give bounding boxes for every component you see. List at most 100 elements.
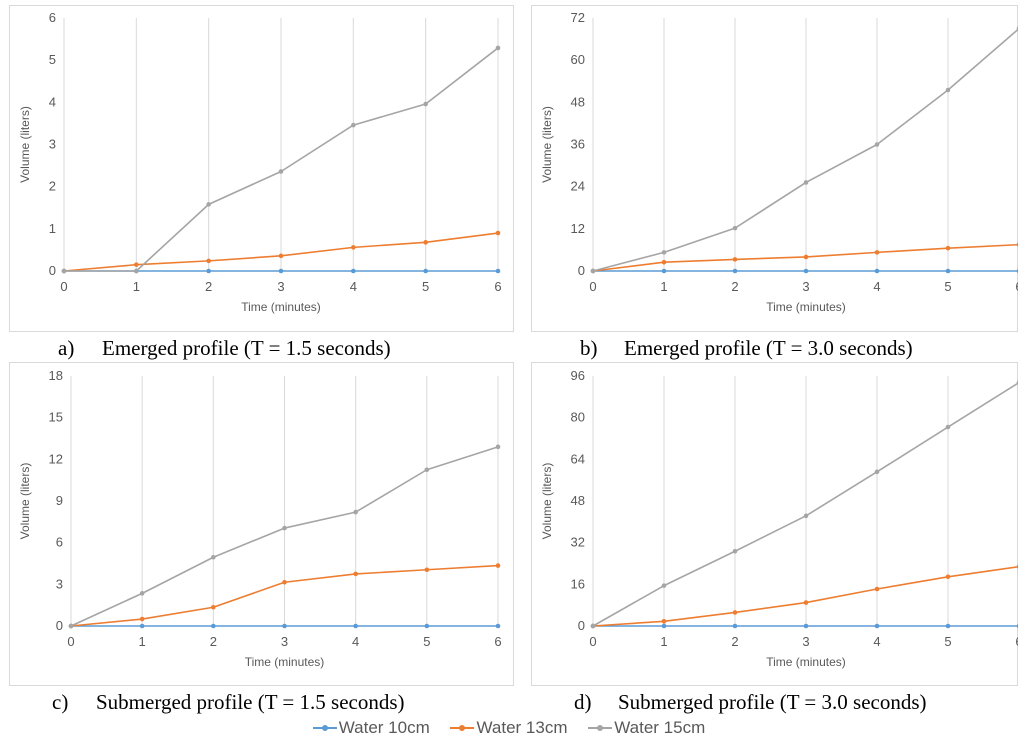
y-axis-title: Volume (liters) bbox=[540, 463, 554, 540]
data-point-water-15cm bbox=[424, 467, 430, 473]
chart-panel-b: 01224364860720123456Time (minutes)Volume… bbox=[531, 5, 1018, 332]
y-tick-label: 3 bbox=[56, 576, 63, 591]
data-point-water-10cm bbox=[495, 268, 501, 274]
data-point-water-10cm bbox=[495, 623, 501, 629]
x-tick-label: 6 bbox=[1015, 634, 1018, 649]
legend-label-water-13cm: Water 13cm bbox=[476, 718, 568, 737]
data-point-water-15cm bbox=[278, 169, 284, 174]
legend-item-water-10cm: Water 10cm bbox=[312, 718, 430, 738]
caption-d-label: d) bbox=[574, 690, 592, 714]
data-point-water-15cm bbox=[590, 268, 596, 274]
data-point-water-10cm bbox=[803, 268, 809, 274]
caption-c-label: c) bbox=[52, 690, 69, 714]
x-tick-label: 3 bbox=[802, 634, 809, 649]
x-tick-label: 1 bbox=[133, 279, 140, 294]
data-point-water-15cm bbox=[945, 87, 951, 93]
x-tick-label: 5 bbox=[944, 279, 951, 294]
y-tick-label: 0 bbox=[578, 263, 585, 278]
caption-b-label: b) bbox=[580, 336, 598, 360]
data-point-water-15cm bbox=[206, 202, 211, 207]
data-point-water-15cm bbox=[495, 45, 501, 51]
legend: Water 10cm Water 13cm Water 15cm bbox=[0, 718, 1018, 738]
x-axis-title: Time (minutes) bbox=[241, 300, 321, 314]
y-tick-label: 0 bbox=[49, 263, 56, 278]
data-point-water-10cm bbox=[353, 623, 358, 629]
chart-panel-a: 0 1 2 3 4 5 6 0 1 2 3 4 5 6 Time (minutes) Volume (lite… bbox=[9, 5, 514, 332]
caption-d-text: Submerged profile (T = 3.0 seconds) bbox=[618, 690, 927, 714]
data-point-water-13cm bbox=[351, 245, 356, 250]
data-point-water-15cm bbox=[68, 623, 74, 629]
legend-swatch-water-13cm bbox=[450, 725, 475, 731]
x-tick-label: 0 bbox=[589, 279, 596, 294]
data-point-water-15cm bbox=[353, 509, 358, 515]
caption-a-label: a) bbox=[58, 336, 75, 360]
y-tick-label: 6 bbox=[56, 535, 63, 550]
legend-label-water-15cm: Water 15cm bbox=[614, 718, 706, 737]
x-tick-label: 2 bbox=[731, 634, 738, 649]
data-point-water-10cm bbox=[211, 623, 216, 629]
caption-a: a) Emerged profile (T = 1.5 seconds) bbox=[58, 336, 391, 361]
data-point-water-13cm bbox=[803, 254, 809, 260]
x-tick-label: 2 bbox=[731, 279, 738, 294]
y-tick-label: 36 bbox=[571, 137, 585, 152]
data-point-water-10cm bbox=[278, 268, 284, 274]
data-point-water-15cm bbox=[282, 525, 287, 531]
data-point-water-13cm bbox=[661, 259, 667, 265]
x-tick-label: 1 bbox=[660, 634, 667, 649]
x-tick-label: 3 bbox=[277, 279, 284, 294]
legend-swatch-water-15cm bbox=[588, 725, 613, 731]
y-tick-label: 3 bbox=[49, 137, 56, 152]
data-point-water-10cm bbox=[206, 268, 211, 274]
data-point-water-15cm bbox=[732, 548, 738, 554]
data-point-water-13cm bbox=[874, 250, 880, 255]
y-tick-label: 48 bbox=[571, 493, 585, 508]
x-tick-label: 2 bbox=[210, 634, 217, 649]
x-tick-label: 4 bbox=[873, 279, 880, 294]
data-point-water-13cm bbox=[732, 257, 738, 262]
data-point-water-13cm bbox=[732, 610, 738, 615]
data-point-water-15cm bbox=[211, 554, 216, 560]
data-point-water-10cm bbox=[732, 623, 738, 629]
x-axis-title: Time (minutes) bbox=[766, 300, 846, 314]
data-point-water-15cm bbox=[134, 268, 139, 274]
y-tick-label: 60 bbox=[571, 52, 585, 67]
data-point-water-10cm bbox=[874, 623, 880, 629]
caption-b: b) Emerged profile (T = 3.0 seconds) bbox=[580, 336, 913, 361]
data-point-water-13cm bbox=[134, 262, 139, 267]
x-tick-label: 4 bbox=[873, 634, 880, 649]
data-point-water-15cm bbox=[945, 424, 951, 430]
x-axis-title: Time (minutes) bbox=[245, 655, 325, 669]
data-point-water-10cm bbox=[282, 623, 287, 629]
data-point-water-15cm bbox=[803, 180, 809, 185]
x-tick-label: 5 bbox=[422, 279, 429, 294]
x-tick-label: 0 bbox=[60, 279, 67, 294]
data-point-water-15cm bbox=[590, 623, 596, 629]
y-tick-label: 12 bbox=[49, 451, 63, 466]
data-point-water-10cm bbox=[661, 623, 667, 629]
x-tick-label: 6 bbox=[494, 634, 501, 649]
legend-label-water-10cm: Water 10cm bbox=[338, 718, 430, 737]
data-point-water-13cm bbox=[211, 604, 216, 610]
data-point-water-13cm bbox=[495, 230, 501, 236]
y-tick-label: 0 bbox=[578, 618, 585, 633]
data-point-water-13cm bbox=[945, 245, 951, 251]
x-tick-label: 4 bbox=[352, 634, 359, 649]
chart-b-plot: 01224364860720123456Time (minutes)Volume… bbox=[540, 10, 1018, 314]
legend-swatch-water-10cm bbox=[312, 725, 337, 731]
data-point-water-13cm bbox=[495, 563, 501, 568]
data-point-water-13cm bbox=[424, 567, 430, 573]
x-tick-label: 5 bbox=[944, 634, 951, 649]
y-tick-label: 48 bbox=[571, 94, 585, 109]
data-point-water-13cm bbox=[353, 571, 358, 577]
data-point-water-10cm bbox=[423, 268, 428, 274]
y-tick-label: 32 bbox=[571, 535, 585, 550]
data-point-water-15cm bbox=[139, 591, 145, 596]
y-axis-title: Volume (liters) bbox=[540, 106, 554, 183]
data-point-water-13cm bbox=[423, 240, 428, 245]
y-tick-label: 72 bbox=[571, 10, 585, 25]
chart-panel-c: 0 3 6 9 12 15 18 0 1 2 3 4 5 6 Time (minutes) Volume (l… bbox=[9, 362, 514, 686]
y-axis-title: Volume (liters) bbox=[18, 106, 32, 183]
legend-item-water-15cm: Water 15cm bbox=[588, 718, 705, 738]
data-point-water-13cm bbox=[874, 586, 880, 592]
data-point-water-15cm bbox=[495, 444, 501, 450]
